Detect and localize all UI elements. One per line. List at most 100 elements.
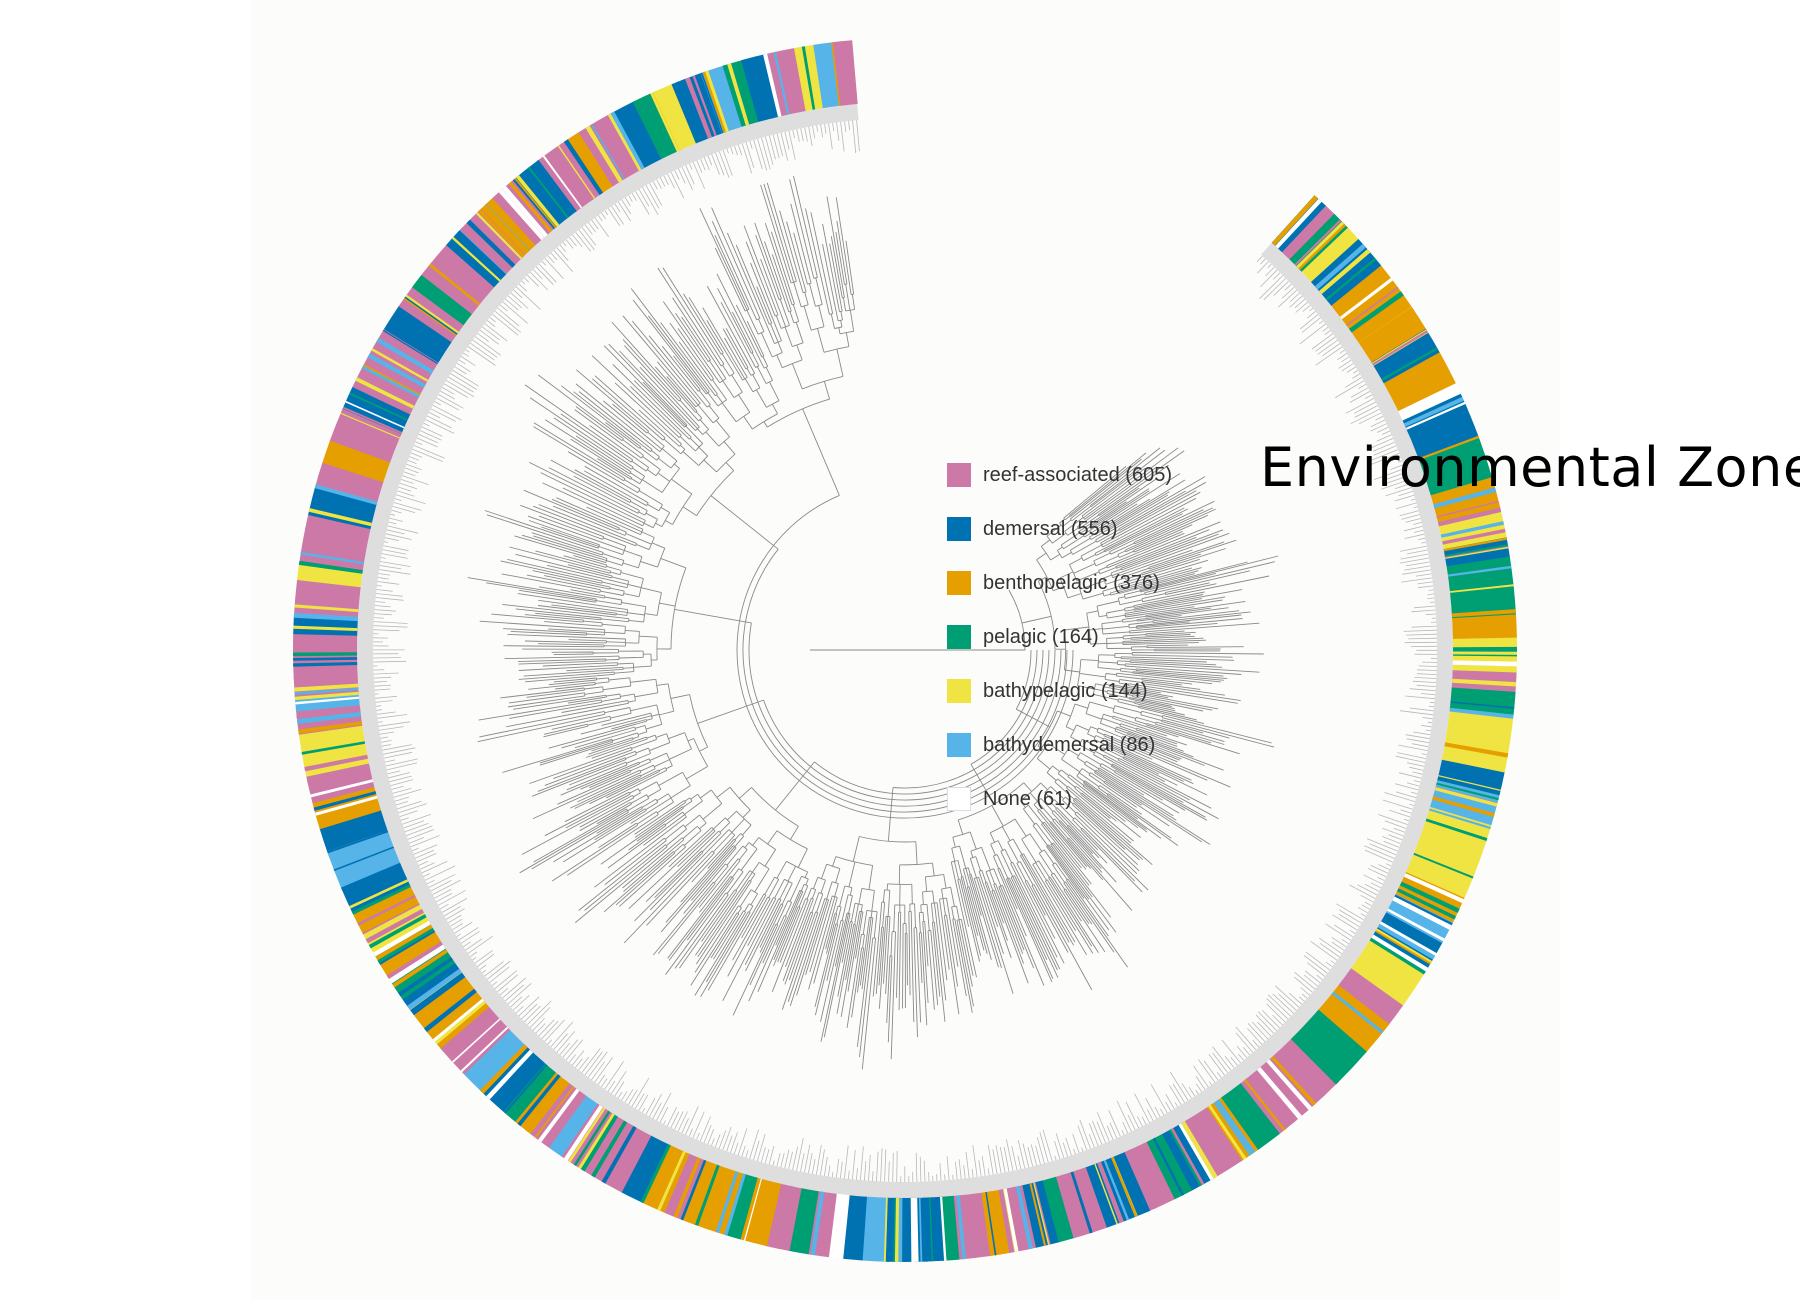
zone-stripe [377,927,435,964]
zone-stripe [1245,1077,1288,1130]
zone-stripe [801,46,816,110]
zone-segment-reef-associated [329,411,401,463]
zone-segment-benthopelagic [514,1072,570,1134]
zone-segment-reef-associated [1182,1107,1243,1178]
bar-ring [356,104,1453,1199]
zone-stripe [1453,654,1518,657]
zone-stripe [910,1197,915,1262]
zone-stripe [295,696,360,705]
legend-swatch [947,679,971,703]
zone-stripe [451,236,501,283]
zone-stripe [432,998,485,1043]
zone-stripe [1452,660,1517,667]
zone-stripe [1432,796,1495,817]
zone-stripe [897,1198,903,1263]
zone-stripe [717,67,738,129]
zone-stripe [341,863,402,891]
zone-stripe [1443,537,1507,552]
zone-stripe [1369,937,1426,975]
zone-stripe [580,1114,618,1172]
zone-stripe [1270,1055,1317,1106]
zone-stripe [460,227,509,274]
zone-stripe [327,830,389,854]
zone-stripe [743,1178,762,1241]
zone-segment-bathydemersal [463,1029,525,1091]
zone-stripe [1440,521,1504,538]
zone-stripe [315,795,378,816]
zone-stripe [373,920,431,957]
zone-stripe [1399,881,1460,913]
zone-stripe [590,124,625,180]
zone-stripe [304,755,368,772]
legend-swatch [947,463,971,487]
zone-stripe [371,348,429,382]
zone-segment-benthopelagic [1318,985,1390,1052]
zone-stripe [1437,507,1502,527]
zone-segment-reef-associated [1124,1141,1175,1211]
zone-segment-bathypelagic [297,564,363,588]
legend-item-none: None (61) [947,772,1172,826]
zone-stripe [1429,808,1491,830]
zone-stripe [376,337,434,374]
zone-stripe [640,1144,671,1204]
zone-stripe [1436,500,1499,518]
figure-title: Environmental Zone [1260,436,1800,499]
zone-stripe [1444,742,1509,758]
zone-stripe [940,1196,947,1261]
legend-label: demersal (556) [983,517,1118,540]
tree-radials [467,175,1279,1070]
legend-item-reef-associated: reef-associated (605) [947,448,1172,502]
zone-segment-pelagic [789,1188,819,1255]
zone-stripe [484,204,530,252]
zone-stripe [538,1088,580,1143]
legend-swatch [947,517,971,541]
zone-stripe [673,1157,701,1218]
zone-stripe [662,1153,690,1213]
zone-stripe [398,957,454,997]
zone-stripe [1449,707,1514,719]
zone-stripe [763,53,782,117]
zone-stripe [293,662,358,667]
zone-stripe [834,41,844,106]
zone-segment-benthopelagic [681,1160,745,1236]
zone-stripe [1213,1101,1252,1156]
zone-stripe [361,365,420,398]
zone-segment-demersal [340,862,410,913]
zone-segment-bathydemersal [548,1095,598,1157]
zone-segment-none [1398,383,1461,421]
zone-stripe [486,1049,534,1100]
zone-segment-demersal [480,1044,546,1112]
zone-segment-pelagic [1042,1176,1074,1243]
zone-stripe [542,155,583,209]
zone-stripe [456,230,507,277]
zone-stripe [1318,1007,1369,1052]
zone-stripe [1419,439,1481,464]
zone-stripe [1033,1182,1050,1245]
zone-segment-pelagic [1449,687,1516,716]
zone-stripe [368,914,427,949]
zone-ring [292,40,1518,1263]
zone-stripe [450,238,500,283]
zone-segment-bathypelagic [1350,939,1425,1006]
zone-stripe [568,1107,606,1163]
zone-stripe [929,1197,934,1262]
zone-stripe [989,1191,1002,1255]
zone-stripe [1094,1163,1118,1225]
zone-stripe [1003,1188,1019,1252]
zone-stripe [298,560,363,574]
legend-label: reef-associated (605) [983,463,1172,486]
zone-stripe [466,219,516,268]
zone-stripe [1097,1161,1124,1224]
zone-stripe [1377,923,1436,960]
zone-stripe [428,263,481,306]
zone-stripe [769,52,786,116]
zone-stripe [478,209,525,258]
zone-stripe [1331,991,1384,1034]
zone-stripe [345,400,405,429]
zone-stripe [308,508,372,527]
zone-stripe [1349,291,1404,333]
zone-stripe [820,1192,831,1257]
zone-segment-demersal [383,305,452,363]
zone-stripe [656,89,686,149]
legend-label: bathypelagic (144) [983,679,1148,702]
